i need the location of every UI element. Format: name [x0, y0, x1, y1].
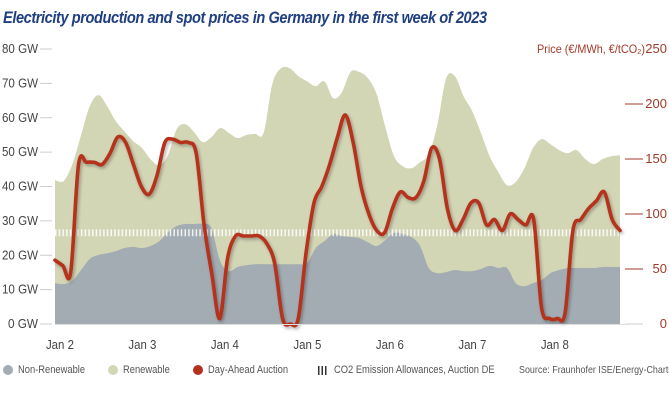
legend-label: Day-Ahead Auction [208, 364, 289, 376]
left-tick-label: 80 GW [2, 41, 39, 56]
right-tick-label: 0 [660, 316, 667, 331]
x-tick-label: Jan 5 [293, 337, 321, 352]
legend-label: CO2 Emission Allowances, Auction DE [334, 364, 495, 376]
legend-item-non-renewable[interactable]: Non-Renewable [3, 364, 97, 376]
x-tick-label: Jan 8 [541, 337, 569, 352]
left-axis: 0 GW 10 GW 20 GW 30 GW 40 GW 50 GW 60 GW 70 GW 8… [2, 41, 52, 331]
right-tick-label: 100 [645, 206, 667, 221]
left-tick-label: 30 GW [2, 213, 39, 228]
right-axis-title: Price (€/MWh, €/tCO₂) [537, 42, 645, 56]
right-axis: 0 50 100 150 200 250 [625, 41, 667, 331]
legend-label: Renewable [123, 364, 170, 376]
legend-swatch-renewable [108, 365, 118, 375]
left-tick-label: 40 GW [2, 179, 39, 194]
areas-layer [55, 66, 620, 324]
left-tick-label: 50 GW [2, 144, 39, 159]
left-tick-label: 20 GW [2, 247, 39, 262]
x-tick-label: Jan 3 [128, 337, 156, 352]
non-renewable-area [55, 223, 620, 324]
x-axis: Jan 2 Jan 3 Jan 4 Jan 5 Jan 6 Jan 7 Jan 8 [46, 324, 625, 352]
chart-title: Electricity production and spot prices i… [3, 8, 487, 27]
x-tick-label: Jan 7 [458, 337, 486, 352]
x-tick-label: Jan 2 [46, 337, 74, 352]
left-tick-label: 10 GW [2, 282, 39, 297]
left-tick-label: 0 GW [8, 316, 39, 331]
legend-label: Non-Renewable [18, 364, 86, 376]
legend: Non-Renewable Renewable Day-Ahead Auctio… [0, 364, 669, 380]
price-layer [53, 113, 622, 328]
legend-item-day-ahead[interactable]: Day-Ahead Auction [193, 364, 302, 376]
right-tick-label: 150 [645, 151, 667, 166]
legend-item-co2[interactable]: CO2 Emission Allowances, Auction DE [318, 364, 523, 376]
right-tick-label: 200 [645, 96, 667, 111]
x-tick-label: Jan 4 [211, 337, 239, 352]
legend-swatch-non-renewable [3, 365, 13, 375]
left-tick-label: 60 GW [2, 110, 39, 125]
source-text: Source: Fraunhofer ISE/Energy-Charts [519, 364, 669, 376]
right-tick-label: 250 [645, 41, 667, 56]
left-tick-label: 70 GW [2, 75, 39, 90]
day-ahead-price-line [53, 113, 622, 328]
chart-svg: 0 GW 10 GW 20 GW 30 GW 40 GW 50 GW 60 GW 70 GW 8… [2, 41, 667, 352]
source-note: Source: Fraunhofer ISE/Energy-Charts [519, 364, 669, 376]
x-tick-label: Jan 6 [376, 337, 404, 352]
right-tick-label: 50 [653, 261, 667, 276]
legend-swatch-co2 [318, 365, 328, 375]
legend-item-renewable[interactable]: Renewable [108, 364, 178, 376]
legend-swatch-day-ahead [193, 365, 203, 375]
